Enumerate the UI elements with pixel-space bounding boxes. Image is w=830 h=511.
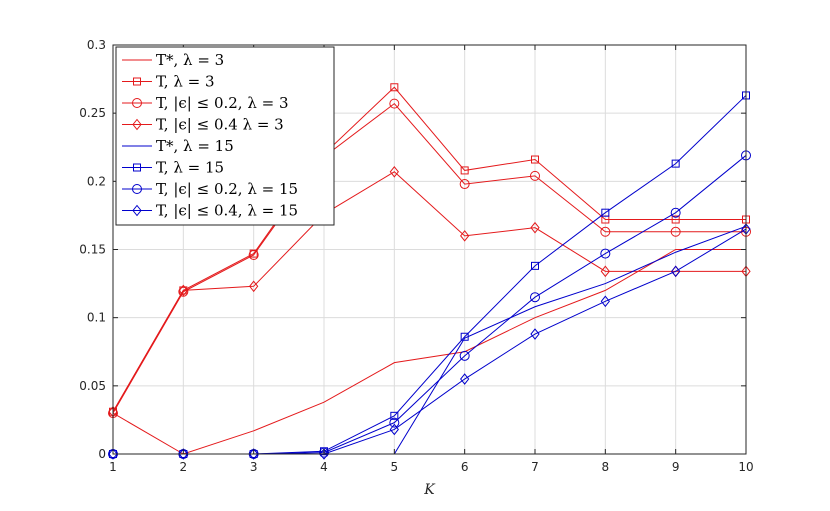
x-tick-label: 2	[180, 460, 188, 474]
data-point-diamond-marker	[249, 280, 259, 293]
legend-label: T, λ = 3	[156, 73, 215, 91]
y-tick-label: 0	[98, 447, 106, 461]
data-point-diamond-marker	[389, 423, 399, 436]
data-point-diamond-marker	[319, 448, 329, 460]
data-point-circle-marker	[132, 98, 142, 108]
data-point-square-marker	[133, 163, 141, 172]
x-tick-label: 8	[602, 460, 610, 474]
data-point-square-marker	[531, 261, 539, 270]
y-tick-label: 0.2	[87, 174, 106, 188]
data-point-square-marker	[671, 215, 680, 224]
data-point-circle-marker	[389, 417, 400, 428]
data-point-circle-marker	[248, 249, 259, 260]
x-tick-label: 4	[320, 460, 328, 474]
legend-entry: T, |ϵ| ≤ 0.4, λ = 15	[122, 202, 298, 220]
data-point-circle-marker	[178, 286, 189, 297]
data-point-circle-marker	[459, 350, 470, 361]
legend-label: T*, λ = 15	[156, 137, 234, 155]
data-point-square-marker	[133, 77, 141, 86]
x-tick-label: 3	[250, 460, 258, 474]
series-2	[109, 83, 750, 416]
data-point-square-marker	[531, 155, 539, 164]
legend-entry: T, |ϵ| ≤ 0.2, λ = 15	[122, 180, 298, 198]
data-point-diamond-marker	[108, 448, 118, 460]
legend-label: T, |ϵ| ≤ 0.4, λ = 15	[156, 202, 298, 220]
data-point-square-marker	[601, 208, 610, 217]
data-point-square-marker	[671, 159, 680, 168]
data-point-diamond-marker	[249, 448, 259, 460]
series-line	[112, 171, 746, 412]
legend-entry: T, |ϵ| ≤ 0.2, λ = 3	[122, 94, 289, 112]
legend-entry: T, λ = 15	[122, 159, 224, 177]
data-point-diamond-marker	[460, 230, 470, 242]
data-point-diamond-marker	[600, 265, 610, 278]
data-point-diamond-marker	[600, 295, 610, 308]
x-tick-label: 10	[738, 460, 753, 474]
series-1	[112, 249, 746, 455]
series-line	[112, 102, 746, 414]
x-tick-label: 7	[531, 460, 539, 474]
data-point-diamond-marker	[132, 118, 142, 131]
x-tick-label: 1	[109, 460, 117, 474]
y-tick-label: 0.25	[79, 106, 106, 120]
data-point-diamond-marker	[530, 221, 540, 234]
series-5	[113, 225, 747, 455]
legend-entry: T*, λ = 3	[122, 51, 224, 69]
legend-label: T, |ϵ| ≤ 0.4 λ = 3	[156, 116, 284, 134]
data-point-circle-marker	[670, 207, 681, 218]
data-point-circle-marker	[459, 179, 470, 190]
series-line	[113, 225, 747, 455]
data-point-circle-marker	[530, 292, 540, 303]
data-point-square-marker	[460, 166, 469, 175]
x-axis-title: K	[423, 482, 436, 498]
y-tick-label: 0.05	[79, 379, 106, 393]
legend-label: T*, λ = 3	[156, 51, 224, 69]
data-point-square-marker	[390, 411, 399, 420]
data-point-square-marker	[460, 332, 469, 341]
data-point-diamond-marker	[178, 448, 188, 460]
y-tick-label: 0.3	[87, 38, 106, 52]
legend-label: T, |ϵ| ≤ 0.2, λ = 3	[156, 94, 289, 112]
data-point-diamond-marker	[530, 328, 540, 340]
data-point-diamond-marker	[178, 284, 188, 297]
data-point-circle-marker	[389, 98, 400, 109]
data-point-circle-marker	[670, 226, 681, 237]
series-8	[108, 223, 751, 460]
data-point-diamond-marker	[389, 165, 399, 178]
legend-label: T, λ = 15	[156, 159, 224, 177]
legend-box	[115, 46, 335, 226]
legend-entry: T*, λ = 15	[122, 137, 234, 155]
data-point-circle-marker	[600, 248, 611, 259]
legend-entry: T, λ = 3	[122, 73, 215, 91]
data-point-diamond-marker	[460, 373, 470, 385]
x-tick-label: 6	[461, 460, 469, 474]
series-line	[112, 86, 746, 412]
y-tick-label: 0.15	[79, 243, 106, 257]
data-point-diamond-marker	[671, 265, 681, 278]
series-line	[112, 249, 746, 455]
data-point-circle-marker	[132, 184, 142, 194]
y-tick-label: 0.1	[87, 311, 106, 325]
data-point-square-marker	[390, 83, 399, 92]
legend: T*, λ = 3 T, λ = 3 T, |ϵ| ≤ 0.2, λ = 3 T, |…	[115, 46, 335, 226]
axis-ticks: 1 2 3 4 5 6 7 8 9 10 0 0.05 0.1 0.15 0.2 0.25 0.3	[79, 38, 753, 474]
legend-label: T, |ϵ| ≤ 0.2, λ = 15	[156, 180, 298, 198]
legend-entry: T, |ϵ| ≤ 0.4 λ = 3	[122, 116, 284, 134]
data-point-circle-marker	[600, 226, 611, 237]
data-point-circle-marker	[530, 170, 540, 181]
x-tick-label: 5	[391, 460, 399, 474]
data-point-diamond-marker	[132, 204, 142, 217]
x-tick-label: 9	[672, 460, 680, 474]
